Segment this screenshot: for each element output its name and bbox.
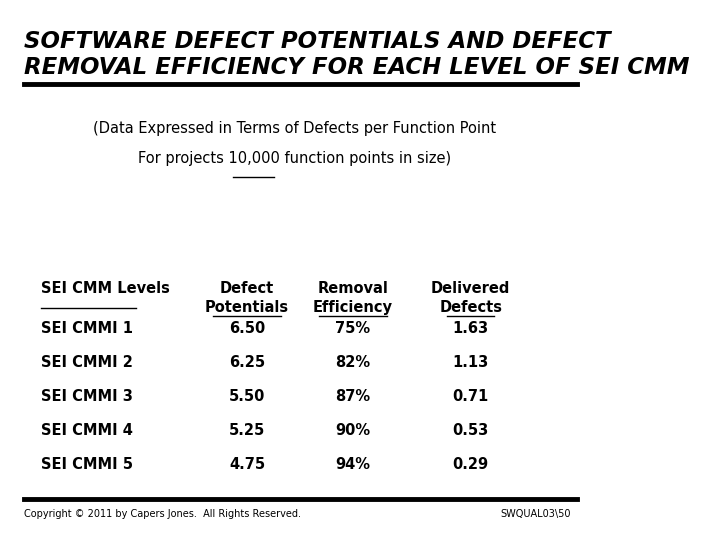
Text: SWQUAL03\50: SWQUAL03\50 bbox=[500, 509, 571, 520]
Text: 4.75: 4.75 bbox=[229, 457, 265, 472]
Text: 0.29: 0.29 bbox=[453, 457, 489, 472]
Text: 75%: 75% bbox=[336, 321, 370, 336]
Text: For projects 10,000 function points in size): For projects 10,000 function points in s… bbox=[137, 151, 451, 166]
Text: SOFTWARE DEFECT POTENTIALS AND DEFECT
REMOVAL EFFICIENCY FOR EACH LEVEL OF SEI C: SOFTWARE DEFECT POTENTIALS AND DEFECT RE… bbox=[24, 30, 689, 79]
Text: SEI CMM Levels: SEI CMM Levels bbox=[41, 281, 170, 296]
Text: 1.63: 1.63 bbox=[453, 321, 489, 336]
Text: 87%: 87% bbox=[336, 389, 370, 404]
Text: 94%: 94% bbox=[336, 457, 370, 472]
Text: Delivered
Defects: Delivered Defects bbox=[431, 281, 510, 315]
Text: Copyright © 2011 by Capers Jones.  All Rights Reserved.: Copyright © 2011 by Capers Jones. All Ri… bbox=[24, 509, 301, 520]
Text: SEI CMMI 3: SEI CMMI 3 bbox=[41, 389, 133, 404]
Text: SEI CMMI 4: SEI CMMI 4 bbox=[41, 423, 133, 438]
Text: 1.13: 1.13 bbox=[453, 355, 489, 370]
Text: SEI CMMI 2: SEI CMMI 2 bbox=[41, 355, 133, 370]
Text: 82%: 82% bbox=[336, 355, 370, 370]
Text: Removal
Efficiency: Removal Efficiency bbox=[313, 281, 393, 315]
Text: 6.25: 6.25 bbox=[229, 355, 265, 370]
Text: 6.50: 6.50 bbox=[229, 321, 265, 336]
Text: (Data Expressed in Terms of Defects per Function Point: (Data Expressed in Terms of Defects per … bbox=[93, 121, 496, 136]
Text: 5.50: 5.50 bbox=[229, 389, 265, 404]
Text: SEI CMMI 5: SEI CMMI 5 bbox=[41, 457, 133, 472]
Text: Defect
Potentials: Defect Potentials bbox=[205, 281, 289, 315]
Text: SEI CMMI 1: SEI CMMI 1 bbox=[41, 321, 133, 336]
Text: 5.25: 5.25 bbox=[229, 423, 265, 438]
Text: 90%: 90% bbox=[336, 423, 370, 438]
Text: 0.53: 0.53 bbox=[453, 423, 489, 438]
Text: 0.71: 0.71 bbox=[453, 389, 489, 404]
